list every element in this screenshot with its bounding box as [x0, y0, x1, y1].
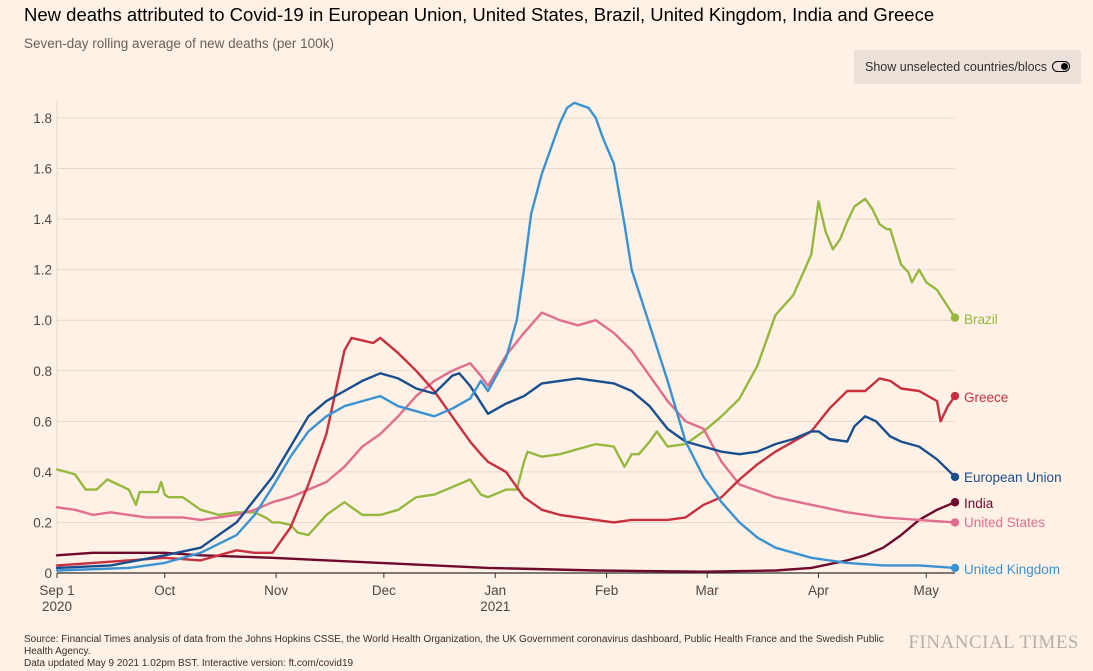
- x-tick-label: Jan: [484, 583, 506, 598]
- series-label-us: United States: [964, 515, 1045, 530]
- series-label-brazil: Brazil: [964, 312, 998, 327]
- source-note: Source: Financial Times analysis of data…: [24, 634, 884, 670]
- series-end-dot-india: [950, 498, 960, 507]
- y-tick-label: 0.4: [33, 465, 52, 480]
- series-label-india: India: [964, 496, 994, 511]
- series-label-greece: Greece: [964, 390, 1008, 405]
- chart-subtitle: Seven-day rolling average of new deaths …: [24, 36, 334, 51]
- series-label-eu: European Union: [964, 470, 1062, 485]
- series-line-uk: [55, 101, 957, 572]
- source-text: Source: Financial Times analysis of data…: [24, 634, 884, 657]
- chart-title: New deaths attributed to Covid-19 in Eur…: [24, 4, 935, 25]
- series-label-uk: United Kingdom: [964, 562, 1060, 577]
- series-line-india: [55, 501, 957, 573]
- x-tick-year-label: 2021: [480, 599, 510, 614]
- y-tick-label: 0.6: [33, 414, 52, 429]
- y-tick-label: 1.0: [33, 313, 52, 328]
- y-tick-label: 1.4: [33, 212, 52, 227]
- x-tick-label: Apr: [808, 583, 830, 598]
- y-tick-label: 1.8: [33, 111, 52, 126]
- x-tick-label: Sep 1: [39, 583, 74, 598]
- x-tick-label: Feb: [595, 583, 618, 598]
- x-tick-label: Nov: [264, 583, 288, 598]
- series-end-dot-brazil: [950, 313, 960, 322]
- y-tick-label: 0.2: [33, 515, 52, 530]
- ft-logo: FINANCIAL TIMES: [908, 632, 1079, 653]
- x-tick-year-label: 2020: [42, 599, 72, 614]
- toggle-label: Show unselected countries/blocs: [865, 60, 1048, 74]
- y-tick-label: 0: [44, 566, 52, 581]
- show-unselected-toggle[interactable]: Show unselected countries/blocs: [854, 50, 1081, 84]
- x-tick-label: May: [914, 583, 940, 598]
- x-tick-label: Dec: [372, 583, 396, 598]
- x-tick-label: Oct: [154, 583, 175, 598]
- toggle-switch-icon[interactable]: [1052, 61, 1070, 72]
- series-line-greece: [55, 336, 957, 567]
- series-line-us: [55, 311, 957, 524]
- series-end-dot-uk: [950, 563, 960, 573]
- y-tick-label: 1.2: [33, 263, 52, 278]
- y-tick-label: 0.8: [33, 364, 52, 379]
- series-line-eu: [55, 372, 957, 570]
- series-end-dot-greece: [950, 391, 960, 401]
- series-end-dot-eu: [950, 472, 960, 482]
- updated-text: Data updated May 9 2021 1.02pm BST. Inte…: [24, 658, 354, 669]
- series-end-dot-us: [950, 518, 960, 527]
- x-tick-label: Mar: [696, 583, 720, 598]
- series-line-brazil: [55, 197, 957, 537]
- y-tick-label: 1.6: [33, 162, 52, 177]
